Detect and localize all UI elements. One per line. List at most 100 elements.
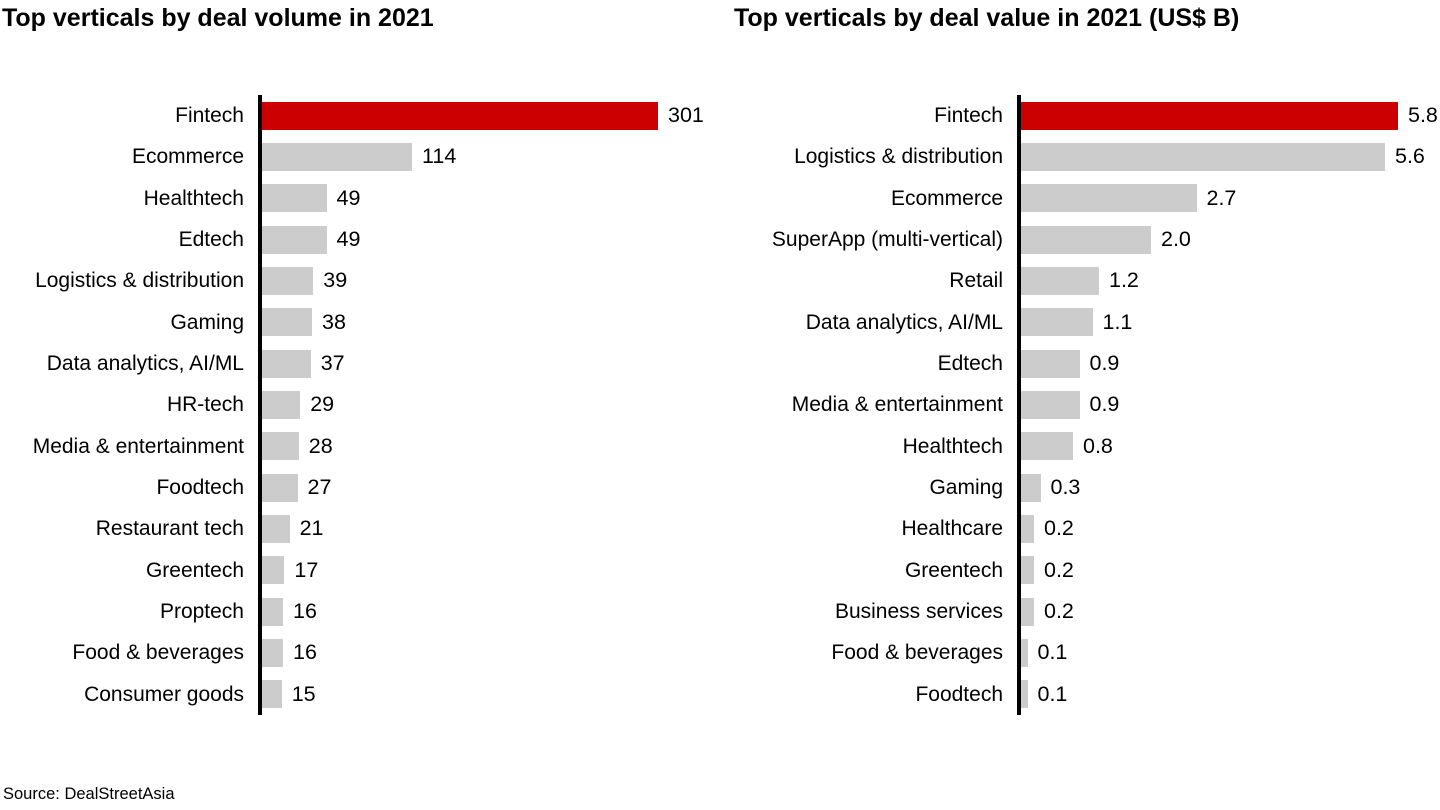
bar-row: Food & beverages 0.1 [720,632,1440,674]
value-label: 1.2 [1109,268,1139,293]
value-label: 15 [291,681,316,706]
bar-row: Media & entertainment 0.9 [720,384,1440,426]
bar-zone: 29 [258,384,720,426]
bar-zone: 21 [258,508,720,550]
bar-zone: 114 [258,136,720,178]
value-label: 37 [320,350,345,375]
bar-row: Business services 0.2 [720,590,1440,633]
bar-zone: 0.9 [1017,384,1440,426]
bar-zone: 27 [258,466,720,509]
value-label: 0.2 [1044,516,1074,541]
bar-row: Retail 1.2 [720,260,1440,302]
bar-row: HR-tech 29 [0,384,720,426]
bar [262,597,283,626]
category-label: Gaming [170,310,244,334]
bar-row: Fintech 301 [0,95,720,137]
bar [1021,142,1385,171]
value-label: 0.2 [1044,598,1074,623]
category-label: Foodtech [156,476,244,500]
category-label: Healthtech [143,186,244,210]
category-label: Foodtech [915,682,1003,706]
bar [262,514,290,543]
value-label: 0.8 [1083,433,1113,458]
bar-zone: 0.1 [1017,673,1440,715]
bar [1021,266,1099,295]
category-label: Media & entertainment [32,434,244,458]
bar-zone: 5.6 [1017,136,1440,178]
bar-zone: 16 [258,590,720,633]
bar-row: Ecommerce 114 [0,136,720,178]
bar [262,225,327,254]
bar [1021,680,1028,709]
bar [262,556,285,585]
bar-row: Healthcare 0.2 [720,508,1440,550]
category-label: Media & entertainment [791,393,1003,417]
bar-zone: 0.2 [1017,590,1440,633]
bar [1021,101,1398,130]
value-label: 5.8 [1408,102,1438,127]
bar-row: Greentech 0.2 [720,549,1440,591]
bar-zone: 5.8 [1017,95,1440,137]
bar-row: Healthtech 0.8 [720,425,1440,467]
bar-zone: 2.7 [1017,177,1440,219]
charts-container: Top verticals by deal volume in 2021 Fin… [0,0,1440,715]
value-label: 49 [336,185,361,210]
category-label: HR-tech [166,393,244,417]
bar-zone: 2.0 [1017,218,1440,261]
bar [1021,473,1041,502]
bar-zone: 0.2 [1017,508,1440,550]
category-label: Healthcare [901,517,1003,541]
bar-row: Media & entertainment 28 [0,425,720,467]
bar [262,680,282,709]
bar-row: Consumer goods 15 [0,673,720,715]
bar [262,638,283,667]
bar-row: Fintech 5.8 [720,95,1440,137]
category-label: Healthtech [902,434,1003,458]
bar [262,308,312,337]
chart-deal-volume: Top verticals by deal volume in 2021 Fin… [0,0,720,715]
bar-row: SuperApp (multi-vertical) 2.0 [720,218,1440,261]
value-label: 49 [336,226,361,251]
bar-row: Data analytics, AI/ML 37 [0,342,720,385]
bar-zone: 28 [258,425,720,467]
category-label: Fintech [934,104,1003,128]
value-label: 0.9 [1089,392,1120,417]
category-label: Food & beverages [831,641,1003,665]
category-label: SuperApp (multi-vertical) [771,228,1003,252]
bar-zone: 17 [258,549,720,591]
bar-row: Food & beverages 16 [0,632,720,674]
bar-rows-deal-value: Fintech 5.8 Logistics & distribution 5.6 Eco… [720,95,1440,715]
value-label: 38 [322,309,346,334]
bar-row: Logistics & distribution 39 [0,260,720,302]
bar-zone: 49 [258,218,720,261]
bar-row: Gaming 38 [0,301,720,343]
category-label: Logistics & distribution [35,269,244,293]
value-label: 16 [293,640,317,665]
bar-zone: 1.2 [1017,260,1440,302]
value-label: 1.1 [1102,309,1133,334]
chart-title-deal-value: Top verticals by deal value in 2021 (US$… [734,4,1240,32]
value-label: 17 [294,557,319,582]
value-label: 16 [293,598,317,623]
bar-row: Gaming 0.3 [720,466,1440,509]
value-label: 0.9 [1089,350,1120,375]
value-label: 2.7 [1206,185,1237,210]
value-label: 114 [422,144,457,169]
category-label: Gaming [929,476,1003,500]
bar-zone: 1.1 [1017,301,1440,343]
bar-rows-deal-volume: Fintech 301 Ecommerce 114 Healthtech 49 Edtech… [0,95,720,715]
value-label: 29 [310,392,335,417]
bar-zone: 38 [258,301,720,343]
category-label: Restaurant tech [95,517,244,541]
bar-zone: 49 [258,177,720,219]
value-label: 27 [307,474,332,499]
bar-row: Foodtech 0.1 [720,673,1440,715]
bar-zone: 37 [258,342,720,385]
category-label: Ecommerce [131,145,244,169]
category-label: Consumer goods [84,682,244,706]
category-label: Ecommerce [890,186,1003,210]
category-label: Logistics & distribution [794,145,1003,169]
bar-zone: 0.3 [1017,466,1440,509]
source-attribution: Source: DealStreetAsia [3,784,175,803]
value-label: 0.3 [1050,474,1081,499]
